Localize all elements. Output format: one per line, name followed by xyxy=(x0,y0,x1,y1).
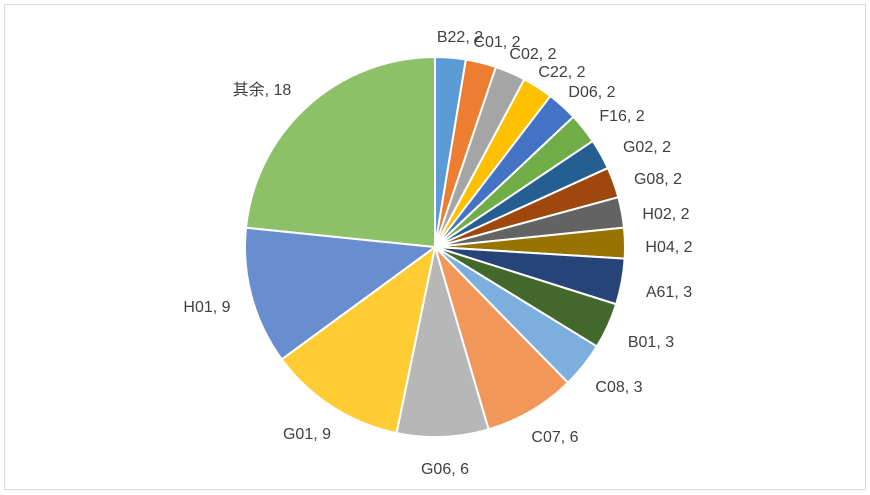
data-label-H02: H02, 2 xyxy=(642,206,689,223)
pie-slices xyxy=(244,55,626,438)
data-label-G08: G08, 2 xyxy=(634,171,682,188)
pie-slice-C07 xyxy=(434,246,569,431)
data-label-C22: C22, 2 xyxy=(538,64,585,81)
pie-slice-G06 xyxy=(395,246,490,438)
data-label-C07: C07, 6 xyxy=(531,429,578,446)
data-label-G02: G02, 2 xyxy=(623,139,671,156)
data-label-G06: G06, 6 xyxy=(421,461,469,478)
chart-area: B22, 2 C01, 2 C02, 2 C22, 2 D06, 2 F16, 2 G02,… xyxy=(4,4,866,490)
data-label-G01: G01, 9 xyxy=(283,426,331,443)
data-label-F16: F16, 2 xyxy=(599,108,644,125)
data-label-B22: B22, 2 xyxy=(437,29,483,46)
data-label-C01: C01, 2 xyxy=(473,34,520,51)
pie-slice-其余 xyxy=(244,56,436,248)
data-label-A61: A61, 3 xyxy=(646,284,692,301)
data-label-H01: H01, 9 xyxy=(183,299,230,316)
data-label-H04: H04, 2 xyxy=(645,239,692,256)
pie-slice-G01 xyxy=(280,246,436,435)
data-label-C08: C08, 3 xyxy=(595,379,642,396)
data-label-B01: B01, 3 xyxy=(628,334,674,351)
data-label-C02: C02, 2 xyxy=(509,46,556,63)
pie-slice-H01 xyxy=(244,226,436,361)
data-label-其余: 其余, 18 xyxy=(233,80,292,99)
data-label-D06: D06, 2 xyxy=(568,84,615,101)
